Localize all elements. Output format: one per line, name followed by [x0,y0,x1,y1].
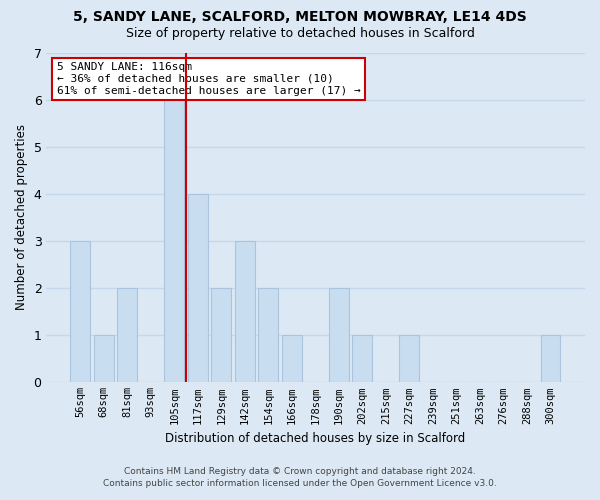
X-axis label: Distribution of detached houses by size in Scalford: Distribution of detached houses by size … [165,432,466,445]
Bar [188,194,208,382]
Text: Contains public sector information licensed under the Open Government Licence v3: Contains public sector information licen… [103,478,497,488]
Text: 5 SANDY LANE: 116sqm
← 36% of detached houses are smaller (10)
61% of semi-detac: 5 SANDY LANE: 116sqm ← 36% of detached h… [56,62,360,96]
Bar [259,288,278,382]
Text: 5, SANDY LANE, SCALFORD, MELTON MOWBRAY, LE14 4DS: 5, SANDY LANE, SCALFORD, MELTON MOWBRAY,… [73,10,527,24]
Bar [117,288,137,382]
Bar [352,335,373,382]
Y-axis label: Number of detached properties: Number of detached properties [15,124,28,310]
Bar [70,241,90,382]
Text: Size of property relative to detached houses in Scalford: Size of property relative to detached ho… [125,28,475,40]
Bar [282,335,302,382]
Bar [400,335,419,382]
Text: Contains HM Land Registry data © Crown copyright and database right 2024.: Contains HM Land Registry data © Crown c… [124,467,476,476]
Bar [94,335,114,382]
Bar [235,241,255,382]
Bar [164,100,184,382]
Bar [329,288,349,382]
Bar [211,288,232,382]
Bar [541,335,560,382]
